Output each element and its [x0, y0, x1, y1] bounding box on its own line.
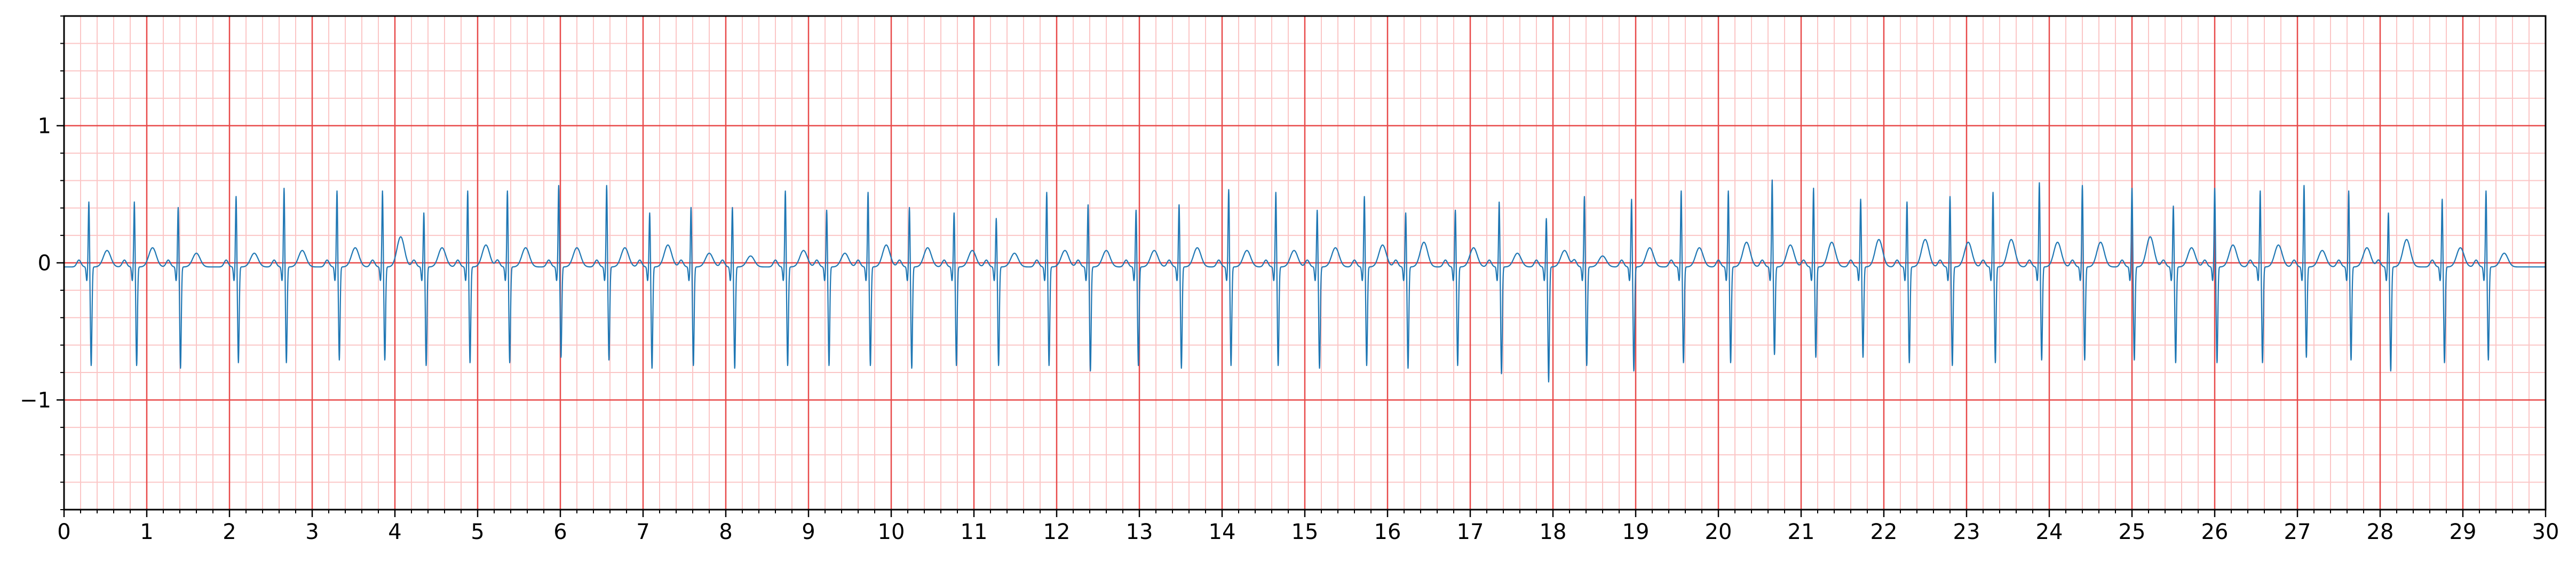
y-tick-label: 1 [38, 114, 51, 139]
x-tick-label: 0 [57, 520, 70, 544]
x-tick-label: 1 [140, 520, 153, 544]
x-tick-label: 18 [1540, 520, 1567, 544]
x-tick-label: 17 [1457, 520, 1484, 544]
x-tick-label: 10 [878, 520, 905, 544]
x-tick-label: 24 [2036, 520, 2063, 544]
x-tick-label: 15 [1291, 520, 1319, 544]
y-axis: −1 0 1 [20, 15, 64, 510]
x-tick-label: 26 [2201, 520, 2229, 544]
x-tick-label: 6 [553, 520, 567, 544]
x-axis: 0 1 2 3 4 5 6 7 8 9 10 11 12 13 14 15 16 17 18 19 20 21 22 23 24… [57, 510, 2559, 544]
y-tick-label: 0 [38, 251, 51, 276]
x-tick-label: 8 [719, 520, 732, 544]
x-tick-label: 4 [388, 520, 401, 544]
y-tick-label: −1 [20, 388, 51, 413]
x-tick-label: 22 [1870, 520, 1898, 544]
x-tick-label: 5 [471, 520, 484, 544]
x-tick-label: 3 [305, 520, 319, 544]
x-tick-label: 14 [1209, 520, 1236, 544]
x-tick-label: 12 [1043, 520, 1071, 544]
x-tick-label: 16 [1374, 520, 1401, 544]
x-tick-label: 28 [2367, 520, 2394, 544]
x-tick-label: 19 [1622, 520, 1650, 544]
x-tick-label: 11 [961, 520, 988, 544]
x-tick-label: 20 [1705, 520, 1732, 544]
x-tick-label: 30 [2532, 520, 2559, 544]
ecg-trace-line [64, 179, 2546, 383]
x-tick-label: 29 [2450, 520, 2477, 544]
x-tick-label: 23 [1953, 520, 1980, 544]
x-tick-label: 27 [2284, 520, 2311, 544]
series-layer [64, 179, 2546, 383]
x-tick-label: 13 [1126, 520, 1153, 544]
x-tick-label: 9 [802, 520, 815, 544]
x-tick-label: 7 [636, 520, 649, 544]
x-tick-label: 25 [2119, 520, 2146, 544]
x-tick-label: 21 [1788, 520, 1815, 544]
x-tick-label: 2 [223, 520, 236, 544]
